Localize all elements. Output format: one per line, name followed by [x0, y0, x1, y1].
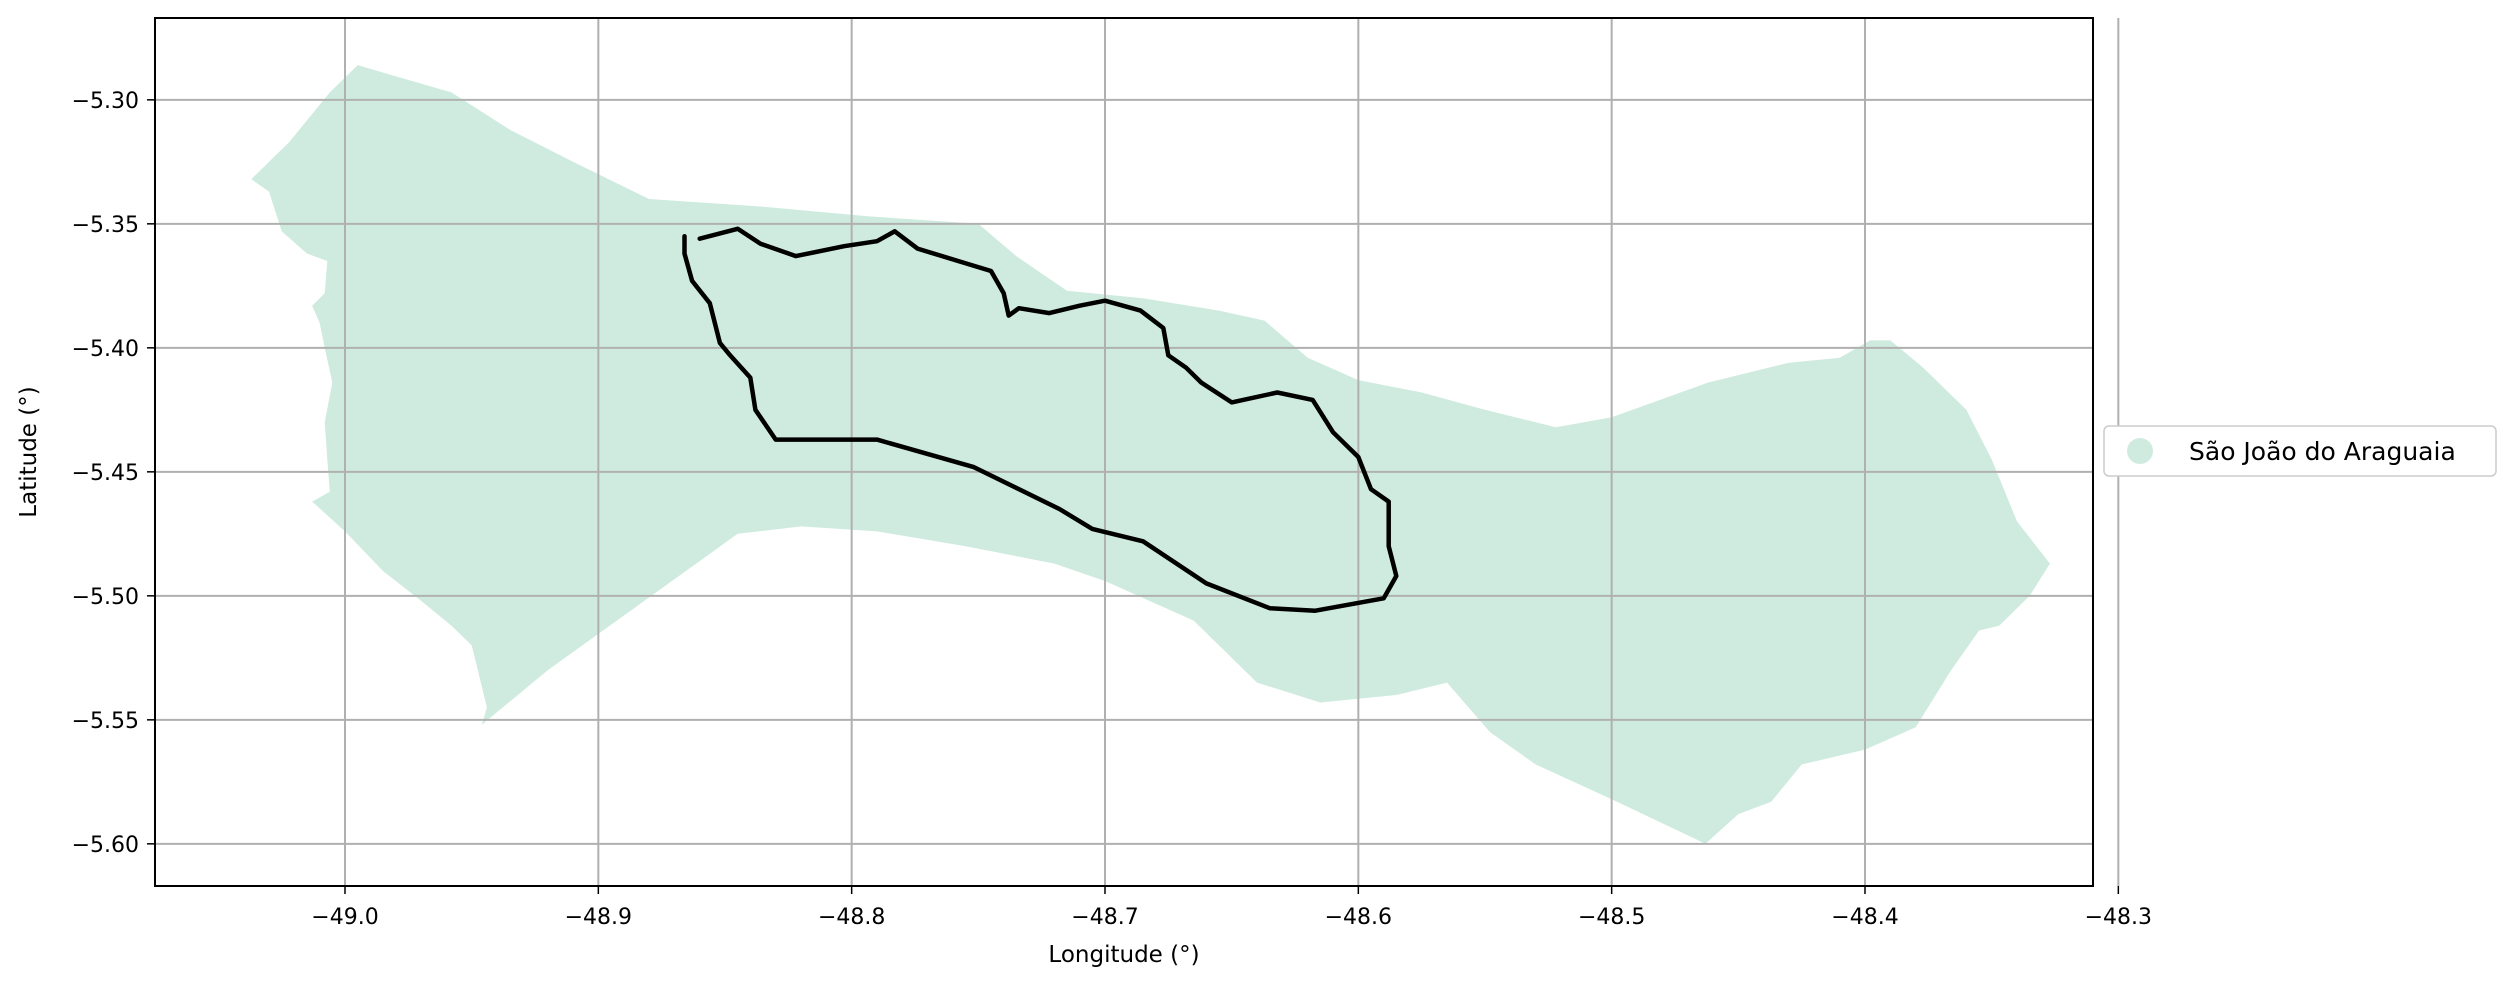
legend: São João do Araguaia — [2103, 425, 2497, 477]
x-tick-label: −48.4 — [1831, 905, 1898, 930]
legend-label: São João do Araguaia — [2189, 437, 2456, 466]
y-tick-label: −5.30 — [72, 89, 139, 114]
grid-lines — [155, 18, 2120, 886]
legend-marker-icon — [2127, 438, 2153, 464]
route-path — [682, 226, 1399, 613]
x-tick-label: −48.8 — [818, 905, 885, 930]
y-tick-label: −5.60 — [72, 833, 139, 858]
y-tick-label: −5.50 — [72, 585, 139, 610]
y-tick-label: −5.45 — [72, 461, 139, 486]
x-tick-label: −48.3 — [2085, 905, 2152, 930]
region-layer — [251, 65, 2050, 844]
x-tick-label: −48.9 — [565, 905, 632, 930]
x-tick-label: −49.0 — [311, 905, 378, 930]
x-tick-label: −48.5 — [1578, 905, 1645, 930]
plot-frame — [154, 17, 2094, 887]
y-tick-label: −5.55 — [72, 709, 139, 734]
region-polygon — [251, 65, 2050, 844]
x-tick-label: −48.6 — [1325, 905, 1392, 930]
y-tick-label: −5.35 — [72, 213, 139, 238]
route-layer — [682, 226, 1399, 613]
legend-frame — [2103, 425, 2497, 477]
x-tick-label: −48.7 — [1071, 905, 1138, 930]
axis-ticks: −49.0 −48.9 −48.8 −48.7 −48.6 −48.5 −48.4 −48.3… — [72, 89, 2152, 930]
x-axis-label: Longitude (°) — [1048, 942, 1199, 968]
y-axis-label: Latitude (°) — [16, 386, 42, 517]
y-tick-label: −5.40 — [72, 337, 139, 362]
